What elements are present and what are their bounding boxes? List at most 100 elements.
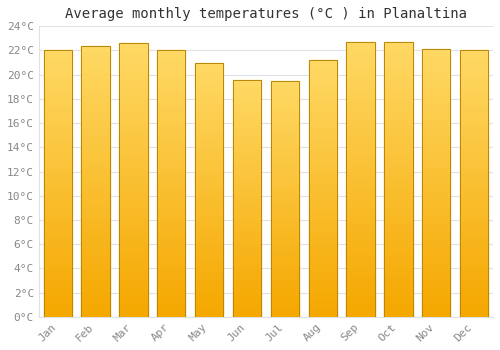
Bar	[460, 306, 488, 312]
Bar	[346, 295, 375, 300]
Bar	[82, 127, 110, 132]
Bar	[422, 183, 450, 188]
Bar	[384, 196, 412, 201]
Bar	[44, 66, 72, 72]
Bar	[233, 208, 261, 212]
Bar	[460, 226, 488, 232]
Bar	[422, 76, 450, 82]
Bar	[233, 94, 261, 98]
Bar	[270, 232, 299, 237]
Bar	[157, 269, 186, 274]
Bar	[82, 116, 110, 121]
Bar	[346, 135, 375, 141]
Bar	[82, 219, 110, 225]
Bar	[157, 146, 186, 152]
Bar	[346, 251, 375, 256]
Bar	[270, 203, 299, 208]
Bar	[233, 298, 261, 302]
Bar	[233, 84, 261, 89]
Bar	[308, 286, 337, 291]
Bar	[157, 280, 186, 285]
Bar	[270, 270, 299, 274]
Bar	[82, 306, 110, 312]
Bar	[195, 134, 224, 139]
Bar	[119, 295, 148, 300]
Bar	[195, 63, 224, 317]
Bar	[44, 162, 72, 168]
Bar	[422, 162, 450, 167]
Bar	[119, 175, 148, 180]
Bar	[422, 247, 450, 253]
Bar	[460, 125, 488, 131]
Bar	[195, 266, 224, 271]
Bar	[195, 78, 224, 83]
Bar	[308, 240, 337, 245]
Bar	[44, 232, 72, 237]
Bar	[195, 251, 224, 256]
Bar	[195, 103, 224, 108]
Bar	[384, 245, 412, 251]
Bar	[346, 190, 375, 196]
Bar	[384, 141, 412, 146]
Bar	[308, 168, 337, 173]
Bar	[384, 180, 412, 185]
Bar	[44, 152, 72, 157]
Bar	[460, 141, 488, 146]
Bar	[233, 184, 261, 189]
Bar	[460, 93, 488, 98]
Bar	[119, 235, 148, 240]
Title: Average monthly temperatures (°C ) in Planaltina: Average monthly temperatures (°C ) in Pl…	[65, 7, 467, 21]
Bar	[195, 246, 224, 251]
Bar	[460, 162, 488, 168]
Bar	[422, 87, 450, 92]
Bar	[44, 269, 72, 274]
Bar	[384, 91, 412, 97]
Bar	[460, 274, 488, 280]
Bar	[460, 253, 488, 258]
Bar	[195, 230, 224, 236]
Bar	[82, 154, 110, 160]
Bar	[233, 141, 261, 146]
Bar	[82, 203, 110, 208]
Bar	[44, 274, 72, 280]
Bar	[422, 263, 450, 269]
Bar	[82, 197, 110, 203]
Bar	[44, 146, 72, 152]
Bar	[157, 114, 186, 120]
Bar	[119, 191, 148, 196]
Bar	[270, 81, 299, 85]
Bar	[233, 151, 261, 155]
Bar	[460, 242, 488, 247]
Bar	[157, 306, 186, 312]
Bar	[308, 291, 337, 296]
Bar	[157, 152, 186, 157]
Bar	[44, 242, 72, 247]
Bar	[270, 246, 299, 251]
Bar	[44, 72, 72, 77]
Bar	[422, 119, 450, 124]
Bar	[82, 165, 110, 170]
Bar	[195, 190, 224, 195]
Bar	[346, 97, 375, 103]
Bar	[422, 156, 450, 162]
Bar	[308, 147, 337, 153]
Bar	[460, 109, 488, 114]
Bar	[346, 75, 375, 80]
Bar	[270, 170, 299, 175]
Bar	[233, 108, 261, 113]
Bar	[346, 108, 375, 113]
Bar	[346, 306, 375, 311]
Bar	[157, 295, 186, 301]
Bar	[308, 70, 337, 76]
Bar	[233, 279, 261, 284]
Bar	[346, 311, 375, 317]
Bar	[422, 130, 450, 135]
Bar	[346, 168, 375, 174]
Bar	[422, 178, 450, 183]
Bar	[82, 192, 110, 197]
Bar	[119, 279, 148, 284]
Bar	[195, 174, 224, 180]
Bar	[157, 83, 186, 88]
Bar	[308, 86, 337, 91]
Bar	[195, 108, 224, 113]
